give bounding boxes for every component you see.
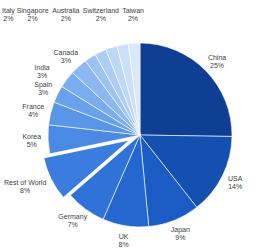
label-name: Australia bbox=[52, 7, 79, 14]
label-value: 3% bbox=[37, 72, 47, 79]
label-value: 9% bbox=[175, 234, 185, 241]
data-label: China25% bbox=[208, 54, 226, 69]
label-value: 2% bbox=[28, 15, 38, 22]
label-value: 7% bbox=[68, 221, 78, 228]
label-value: 2% bbox=[3, 15, 13, 22]
label-value: 8% bbox=[20, 187, 30, 194]
data-label: Rest of World8% bbox=[4, 179, 46, 194]
label-name: India bbox=[35, 64, 50, 71]
data-label: Japan9% bbox=[171, 226, 190, 241]
data-label: India3% bbox=[35, 64, 50, 79]
labels: China25%USA14%Japan9%UK8%Germany7%Rest o… bbox=[2, 7, 243, 248]
label-value: 3% bbox=[38, 89, 48, 96]
label-name: Korea bbox=[22, 133, 41, 140]
data-label: Korea5% bbox=[22, 133, 41, 148]
data-label: Canada3% bbox=[54, 49, 79, 64]
label-name: Rest of World bbox=[4, 179, 46, 186]
label-value: 14% bbox=[228, 183, 242, 190]
data-label: Taiwan2% bbox=[122, 7, 144, 22]
data-label: Singapore2% bbox=[17, 7, 49, 22]
label-name: USA bbox=[228, 175, 243, 182]
label-value: 2% bbox=[61, 15, 71, 22]
label-name: Spain bbox=[34, 81, 52, 89]
label-name: Japan bbox=[171, 226, 190, 234]
slice bbox=[117, 44, 140, 135]
data-label: Italy2% bbox=[2, 7, 15, 22]
label-name: Canada bbox=[54, 49, 79, 56]
data-label: France4% bbox=[22, 103, 44, 118]
data-label: Spain3% bbox=[34, 81, 52, 96]
label-value: 25% bbox=[210, 62, 224, 69]
slice bbox=[128, 43, 140, 135]
slice bbox=[140, 43, 232, 136]
label-value: 5% bbox=[27, 141, 37, 148]
label-value: 3% bbox=[61, 57, 71, 64]
label-name: UK bbox=[119, 233, 129, 240]
data-label: USA14% bbox=[228, 175, 243, 190]
label-value: 2% bbox=[96, 15, 106, 22]
label-value: 4% bbox=[28, 111, 38, 118]
slices bbox=[43, 43, 232, 227]
data-label: Switzerland2% bbox=[83, 7, 119, 22]
data-label: UK8% bbox=[118, 233, 128, 248]
label-name: Germany bbox=[58, 213, 87, 221]
label-value: 8% bbox=[118, 241, 128, 248]
label-name: Italy bbox=[2, 7, 15, 15]
label-name: France bbox=[22, 103, 44, 110]
label-name: Singapore bbox=[17, 7, 49, 15]
chart: China25%USA14%Japan9%UK8%Germany7%Rest o… bbox=[0, 0, 260, 250]
data-label: Australia2% bbox=[52, 7, 79, 22]
label-name: China bbox=[208, 54, 226, 61]
label-value: 2% bbox=[128, 15, 138, 22]
label-name: Switzerland bbox=[83, 7, 119, 14]
slice bbox=[140, 135, 197, 227]
data-label: Germany7% bbox=[58, 213, 87, 228]
label-name: Taiwan bbox=[122, 7, 144, 14]
